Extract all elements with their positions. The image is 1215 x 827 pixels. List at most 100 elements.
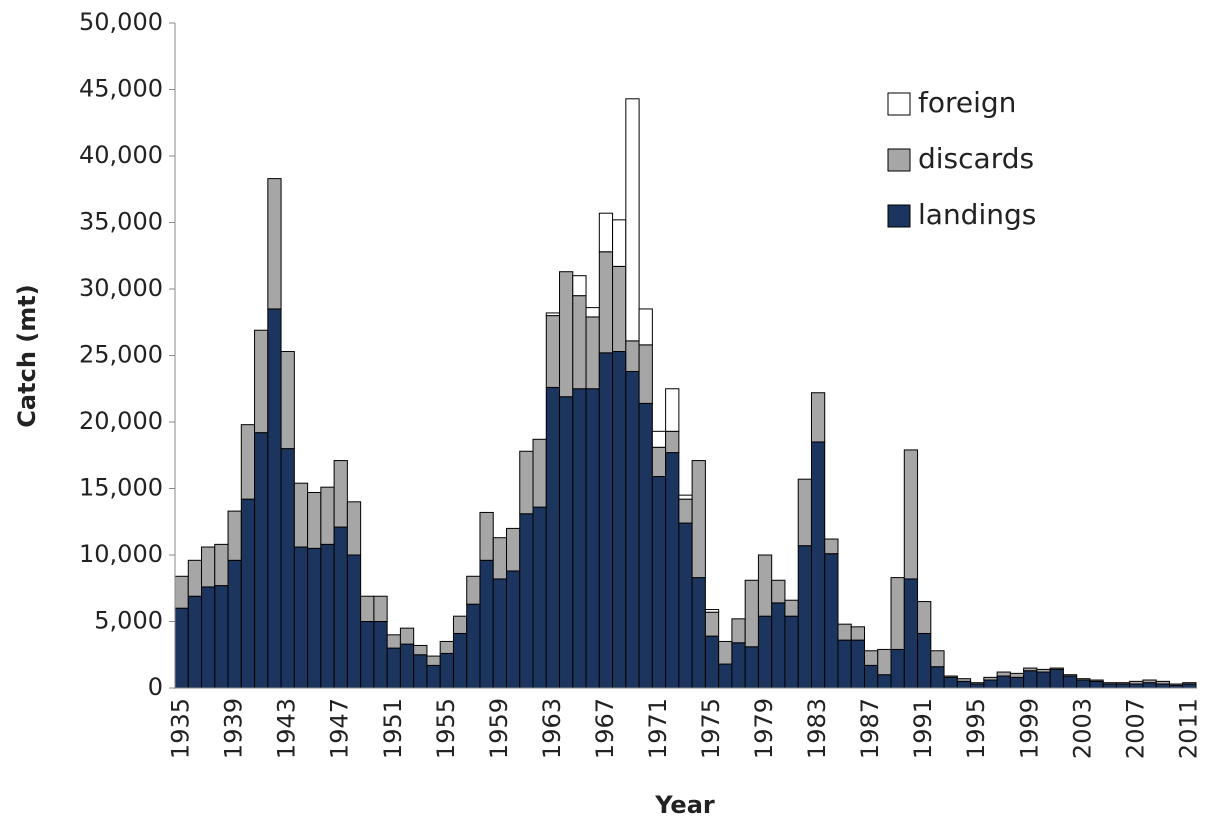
- x-tick-label: 1959: [485, 698, 513, 759]
- bar-segment: [201, 586, 216, 689]
- x-tick-label: 2007: [1121, 698, 1149, 759]
- bar-segment: [1155, 680, 1170, 685]
- bar-segment: [983, 676, 998, 681]
- bar-segment: [532, 438, 547, 508]
- bar-segment: [505, 527, 521, 572]
- bar-segment: [996, 671, 1011, 677]
- bar-segment: [890, 577, 905, 650]
- bar-segment: [718, 640, 733, 665]
- bar-segment: [254, 432, 269, 689]
- bar-segment: [903, 449, 919, 580]
- bar-segment: [320, 486, 335, 545]
- bar-segment: [585, 307, 600, 318]
- bar-segment: [1182, 683, 1197, 689]
- bar-segment: [559, 271, 574, 398]
- bar-segment: [1023, 670, 1038, 689]
- bar-segment: [545, 315, 561, 388]
- bar-segment: [678, 522, 693, 689]
- bar-segment: [293, 546, 309, 689]
- bar-segment: [492, 578, 507, 689]
- y-tick-label: 50,000: [79, 8, 163, 36]
- bar-segment: [1062, 674, 1078, 677]
- bar-segment: [850, 639, 866, 689]
- bar-segment: [1076, 679, 1091, 689]
- x-tick-label: 1967: [591, 698, 619, 759]
- bar-segment: [333, 460, 348, 528]
- bar-segment: [731, 642, 746, 689]
- x-tick-label: 1951: [379, 698, 407, 759]
- bar-segment: [386, 634, 401, 649]
- bar-segment: [864, 664, 879, 689]
- bar-segment: [1129, 683, 1144, 689]
- bar-segment: [360, 621, 375, 689]
- bar-segment: [1036, 668, 1051, 673]
- y-tick-label: 25,000: [79, 341, 163, 369]
- bar-segment: [970, 682, 985, 685]
- bar-segment: [917, 601, 932, 634]
- bar-segment: [240, 498, 256, 689]
- bar-segment: [996, 675, 1011, 689]
- bar-segment: [572, 275, 587, 297]
- legend-swatch: [887, 204, 911, 228]
- bar-segment: [1089, 679, 1104, 682]
- bar-segment: [744, 579, 759, 648]
- bar-segment: [399, 643, 415, 689]
- bar-segment: [704, 635, 720, 689]
- bar-segment: [598, 352, 614, 689]
- bar-segment: [810, 392, 826, 443]
- x-tick-label: 1983: [803, 698, 831, 759]
- bar-segment: [625, 98, 640, 342]
- bar-segment: [917, 632, 932, 689]
- bar-segment: [479, 511, 494, 561]
- bar-segment: [930, 666, 945, 689]
- bar-segment: [214, 543, 229, 587]
- y-tick-label: 30,000: [79, 274, 163, 302]
- bar-segment: [718, 663, 733, 689]
- bar-segment: [651, 446, 667, 478]
- bar-segment: [864, 650, 879, 666]
- bar-segment: [426, 664, 441, 689]
- bar-segment: [267, 308, 282, 689]
- bar-segment: [360, 595, 375, 622]
- bar-segment: [638, 402, 653, 689]
- y-axis-label: Catch (mt): [13, 284, 41, 427]
- bar-segment: [585, 388, 600, 689]
- bar-segment: [824, 538, 839, 555]
- bar-segment: [877, 674, 892, 689]
- bar-segment: [254, 329, 269, 434]
- bar-segment: [492, 537, 507, 580]
- bar-segment: [970, 683, 985, 689]
- bar-segment: [784, 615, 799, 689]
- bar-segment: [572, 388, 587, 689]
- bar-segment: [612, 351, 627, 689]
- x-tick-label: 1987: [856, 698, 884, 759]
- bar-segment: [280, 351, 295, 450]
- bar-segment: [771, 579, 786, 604]
- bar-segment: [638, 308, 653, 346]
- bar-segment: [214, 585, 229, 689]
- bar-segment: [1115, 683, 1131, 689]
- bar-segment: [320, 543, 335, 689]
- bar-segment: [691, 460, 706, 579]
- x-tick-label: 1955: [432, 698, 460, 759]
- y-tick-label: 0: [148, 673, 163, 701]
- x-tick-label: 2003: [1068, 698, 1096, 759]
- bar-segment: [625, 340, 640, 372]
- bar-segment: [1036, 671, 1051, 689]
- bar-segment: [386, 647, 401, 689]
- bar-segment: [333, 526, 348, 689]
- bar-segment: [519, 450, 534, 515]
- bar-segment: [731, 618, 746, 644]
- y-tick-label: 5,000: [94, 607, 163, 635]
- bar-segment: [174, 575, 189, 609]
- bar-segment: [824, 553, 839, 689]
- y-tick-label: 40,000: [79, 141, 163, 169]
- bar-segment: [665, 430, 680, 454]
- bar-segment: [346, 554, 362, 689]
- y-tick-label: 20,000: [79, 407, 163, 435]
- legend-swatch: [887, 148, 911, 172]
- legend-swatch: [887, 92, 911, 116]
- bar-segment: [439, 652, 454, 689]
- bar-segment: [598, 251, 614, 354]
- bar-segment: [1155, 683, 1170, 689]
